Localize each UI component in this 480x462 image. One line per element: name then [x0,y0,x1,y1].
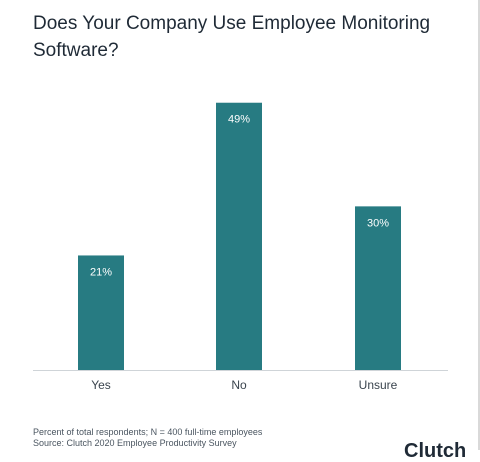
bar-chart: 21% Yes 49% No 30% Unsure [33,102,448,392]
clutch-logo: Clutch [404,440,467,462]
data-label-no: 49% [228,114,250,126]
data-label-yes: 21% [90,266,112,278]
x-tick-label-unsure: Unsure [359,378,398,392]
data-label-unsure: 30% [367,217,389,229]
x-tick-label-no: No [231,378,247,392]
bar-unsure [355,206,401,370]
x-tick-label-yes: Yes [91,378,111,392]
chart-title: Does Your Company Use Employee Monitorin… [33,13,431,61]
footnote-source: Source: Clutch 2020 Employee Productivit… [33,438,237,448]
bar-no [216,102,262,371]
bar-yes [78,255,124,370]
footnote-respondents: Percent of total respondents; N = 400 fu… [33,427,263,437]
right-edge [478,0,480,450]
